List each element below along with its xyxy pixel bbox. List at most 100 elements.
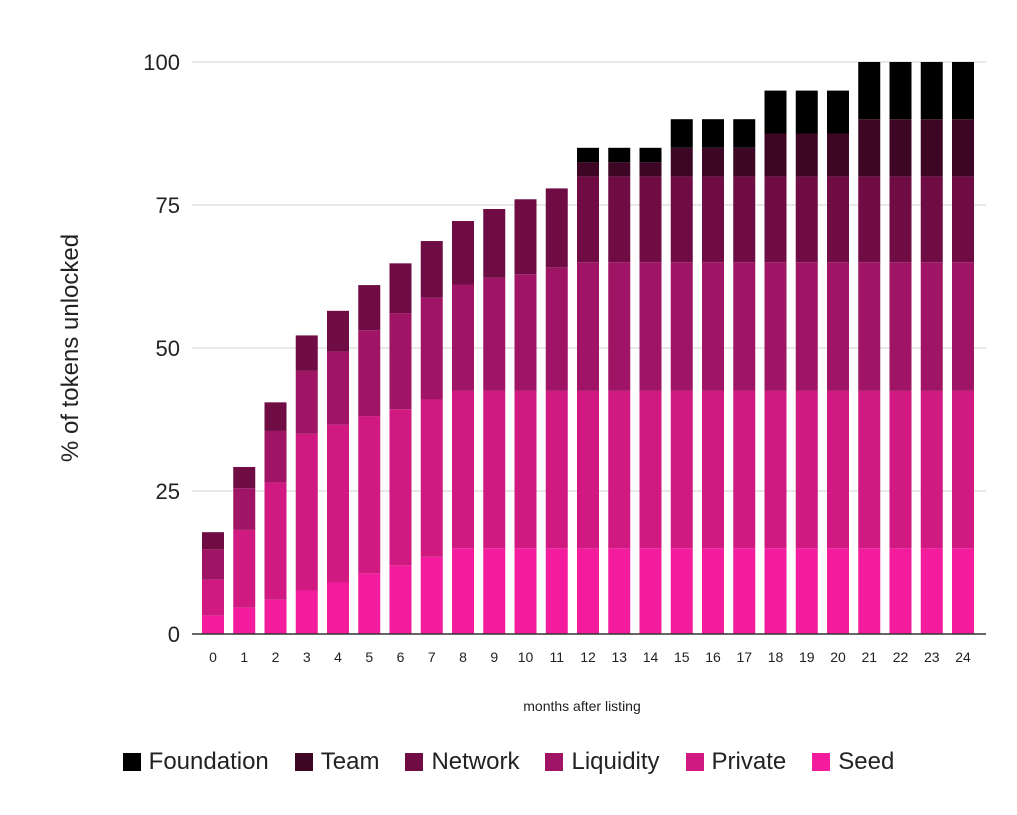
bar-liquidity-5 [358,330,381,417]
bar-private-14 [639,390,662,549]
y-tick-label: 50 [156,336,180,361]
x-tick-label: 20 [830,649,846,665]
bar-seed-6 [389,565,412,634]
y-tick-labels: 0 25 50 75 100 [143,50,180,647]
bar-team-18 [764,133,787,177]
bar-seed-11 [545,548,568,634]
bar-liquidity-11 [545,267,568,391]
bar-liquidity-7 [420,297,443,400]
bar-liquidity-20 [827,262,849,391]
bar-network-19 [795,176,818,263]
bar-foundation-13 [608,147,631,163]
bar-network-9 [483,209,506,278]
bar-network-24 [952,176,974,263]
bar-private-19 [795,390,818,549]
bar-team-13 [608,162,631,177]
bar-liquidity-16 [702,262,724,391]
legend-swatch [685,753,704,771]
bar-private-4 [327,424,349,583]
bar-seed-17 [733,548,756,634]
legend-label: Seed [838,748,895,775]
bar-liquidity-0 [202,549,224,580]
bar-seed-1 [233,607,256,634]
bar-network-10 [514,199,537,275]
bar-private-18 [764,390,787,549]
y-tick-label: 75 [156,193,180,218]
x-tick-label: 19 [799,649,815,665]
bar-seed-18 [764,548,787,634]
x-tick-label: 5 [365,649,373,665]
bar-private-3 [295,433,318,591]
legend-item-network: Network [405,748,519,776]
x-tick-label: 23 [924,649,940,665]
bar-private-8 [452,390,474,549]
bar-team-17 [733,147,756,177]
bar-network-6 [389,263,412,314]
bar-foundation-14 [639,147,662,163]
legend-item-seed: Seed [812,748,894,776]
legend-item-foundation: Foundation [122,748,269,776]
legend: Foundation Team Network Liquidity Private See… [0,745,1017,779]
bar-private-17 [733,390,756,549]
legend-label: Liquidity [571,748,660,775]
legend-label: Private [711,748,787,775]
legend-item-private: Private [685,748,787,776]
bar-team-16 [702,147,724,177]
y-axis-label: % of tokens unlocked [57,234,84,462]
bar-network-17 [733,176,756,263]
x-tick-label: 13 [611,649,627,665]
x-tick-label: 8 [459,649,467,665]
legend-label: Team [320,748,380,775]
bar-network-18 [764,176,787,263]
bar-private-23 [920,390,943,549]
bar-liquidity-13 [608,262,631,391]
bar-private-5 [358,416,381,574]
bar-private-12 [577,390,599,549]
bar-network-16 [702,176,724,263]
bar-seed-20 [827,548,849,634]
bar-foundation-19 [795,90,818,134]
bar-seed-12 [577,548,599,634]
bar-network-1 [233,466,256,489]
bar-seed-15 [670,548,693,634]
x-tick-label: 21 [861,649,877,665]
bar-foundation-18 [764,90,787,134]
bar-seed-16 [702,548,724,634]
bars [202,62,974,634]
x-tick-label: 1 [240,649,248,665]
bar-network-4 [327,310,349,352]
bar-liquidity-1 [233,488,256,530]
bar-team-12 [577,162,599,177]
bar-seed-4 [327,582,349,634]
x-tick-label: 15 [674,649,690,665]
bar-network-15 [670,176,693,263]
bar-seed-2 [264,599,287,634]
bar-network-7 [420,241,443,298]
x-tick-label: 22 [893,649,909,665]
x-tick-label: 24 [955,649,971,665]
bar-team-21 [858,119,881,177]
bar-network-5 [358,285,381,331]
bar-private-7 [420,399,443,557]
y-tick-label: 0 [168,622,180,647]
legend-swatch [294,753,313,771]
bar-team-24 [952,119,974,177]
bar-team-14 [639,162,662,177]
bar-network-21 [858,176,881,263]
bar-seed-24 [952,548,974,634]
bar-liquidity-12 [577,262,599,391]
bar-foundation-20 [827,90,849,134]
bar-private-9 [483,390,506,549]
bar-team-15 [670,147,693,177]
x-axis-label: months after listing [523,698,641,714]
bar-private-20 [827,390,849,549]
bar-network-0 [202,532,224,550]
bar-foundation-15 [670,119,693,148]
legend-swatch [405,753,424,771]
bar-network-22 [889,176,912,263]
bar-liquidity-6 [389,313,412,410]
bar-liquidity-17 [733,262,756,391]
bar-network-20 [827,176,849,263]
bar-liquidity-15 [670,262,693,391]
